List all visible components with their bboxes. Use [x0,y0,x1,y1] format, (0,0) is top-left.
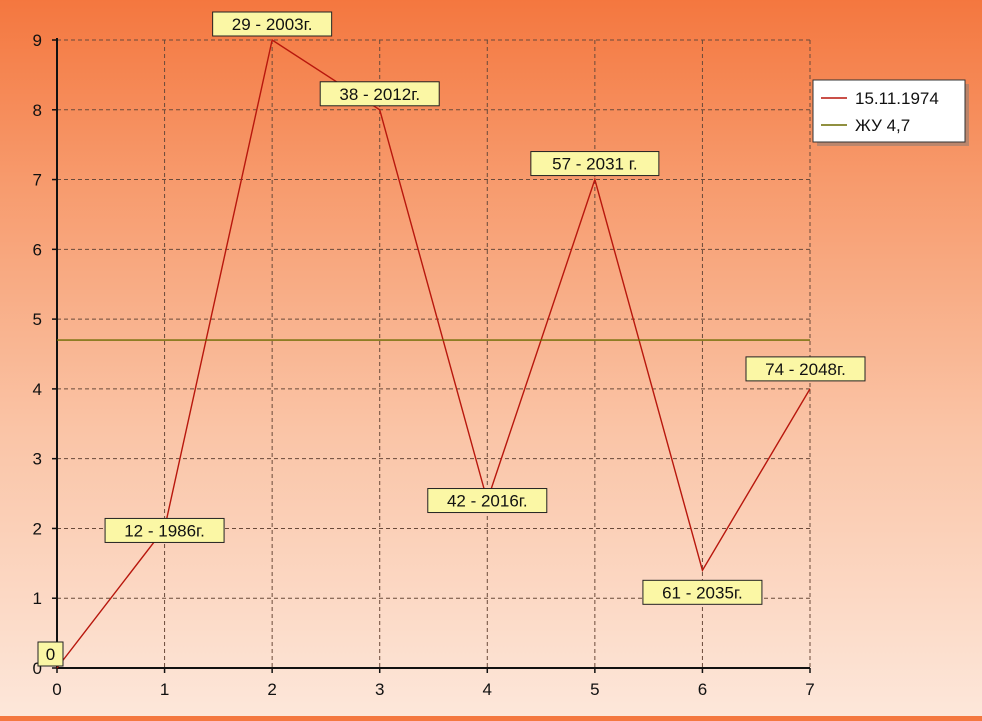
series [56,38,811,669]
point-label: 57 - 2031 г. [552,155,637,174]
x-tick-label: 3 [375,680,384,699]
point-label: 38 - 2012г. [339,85,420,104]
y-tick-label: 3 [33,450,42,469]
y-tick-label: 6 [33,240,42,259]
point-label: 0 [46,645,55,664]
legend: 15.11.1974 ЖУ 4,7 [812,79,969,146]
tick-labels: 0 1 2 3 4 5 6 7 0 1 2 3 4 5 6 7 8 9 [33,31,815,699]
point-label: 12 - 1986г. [124,521,205,540]
x-tick-label: 2 [267,680,276,699]
legend-box [812,79,966,143]
point-label-box [319,81,440,107]
y-tick-label: 5 [33,310,42,329]
point-label: 74 - 2048г. [765,360,846,379]
point-labels: 0 12 - 1986г. 29 - 2003г. 38 - 2012г. 42 - 2… [37,11,866,667]
point-label-box [745,356,866,382]
x-tick-label: 4 [483,680,492,699]
y-tick-label: 2 [33,519,42,538]
point-label-box [427,488,548,514]
y-tick-label: 7 [33,171,42,190]
x-tick-label: 1 [160,680,169,699]
point-label-box [642,579,763,605]
series-line-0 [56,38,811,669]
axes [56,38,810,669]
x-tick-label: 0 [52,680,61,699]
y-tick-label: 4 [33,380,42,399]
point-label-box [104,517,225,543]
y-tick-label: 1 [33,589,42,608]
point-label: 42 - 2016г. [447,492,528,511]
point-label-box [530,151,660,177]
y-tick-label: 0 [33,659,42,678]
legend-label-0: 15.11.1974 [855,89,939,108]
grid [57,39,811,668]
point-label-box [37,641,64,667]
x-tick-label: 5 [590,680,599,699]
point-label-box [212,11,333,37]
x-tick-label: 7 [805,680,814,699]
y-tick-label: 9 [33,31,42,50]
x-tick-label: 6 [698,680,707,699]
y-tick-label: 8 [33,101,42,120]
point-label: 29 - 2003г. [232,15,313,34]
point-label: 61 - 2035г. [662,583,743,602]
legend-label-1: ЖУ 4,7 [855,116,910,135]
